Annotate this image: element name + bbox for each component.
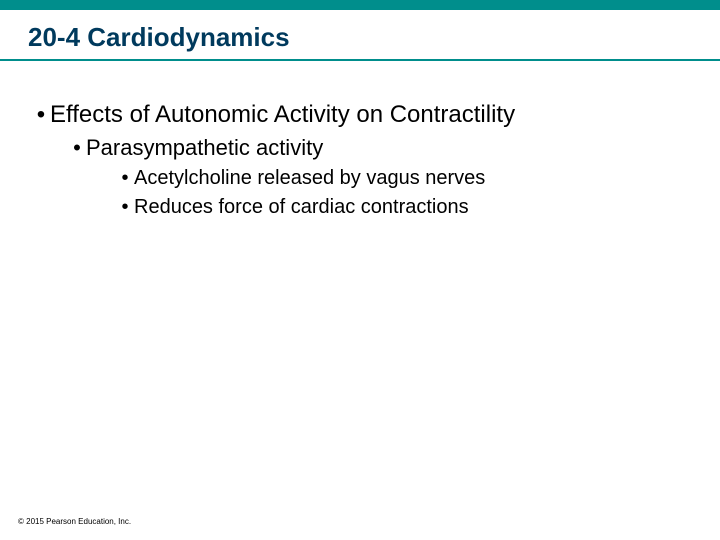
bullet-text: Acetylcholine released by vagus nerves	[134, 167, 485, 190]
bullet-marker: •	[116, 167, 134, 190]
bullet-level3a: • Acetylcholine released by vagus nerves	[116, 167, 692, 190]
slide-body: • Effects of Autonomic Activity on Contr…	[0, 61, 720, 219]
bullet-text: Reduces force of cardiac contractions	[134, 196, 469, 219]
bullet-level2: • Parasympathetic activity	[68, 135, 692, 161]
bullet-text: Parasympathetic activity	[86, 135, 323, 161]
bullet-text: Effects of Autonomic Activity on Contrac…	[50, 101, 515, 129]
bullet-marker: •	[68, 135, 86, 161]
bullet-marker: •	[116, 196, 134, 219]
top-accent-bar	[0, 0, 720, 10]
bullet-level1: • Effects of Autonomic Activity on Contr…	[32, 101, 692, 129]
bullet-level3b: • Reduces force of cardiac contractions	[116, 196, 692, 219]
bullet-marker: •	[32, 101, 50, 129]
slide-title: 20-4 Cardiodynamics	[0, 10, 720, 59]
copyright-text: © 2015 Pearson Education, Inc.	[18, 517, 131, 526]
